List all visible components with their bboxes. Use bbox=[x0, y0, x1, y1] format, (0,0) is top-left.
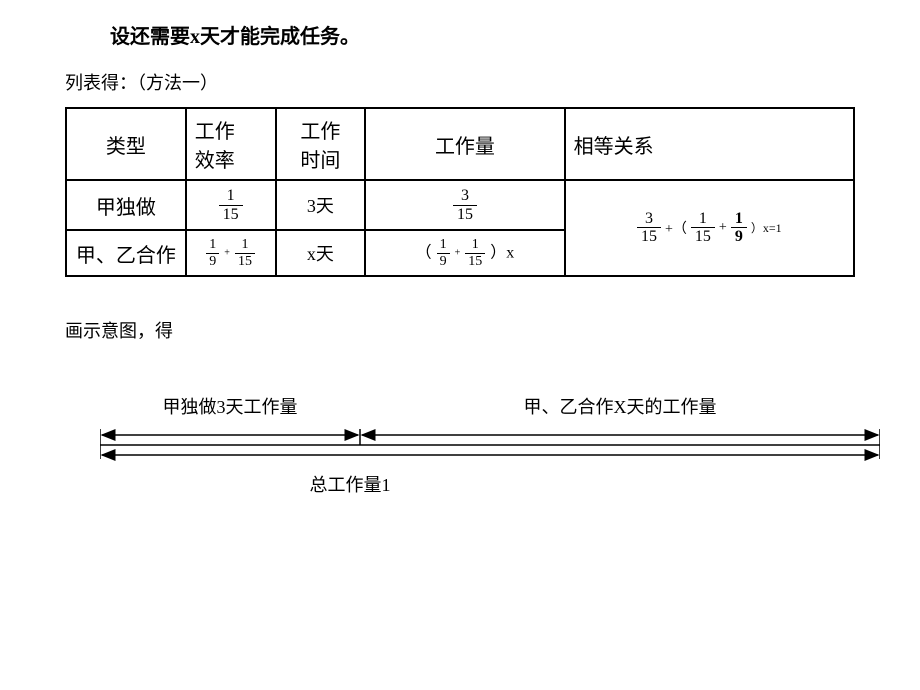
page-title: 设还需要x天才能完成任务。 bbox=[110, 20, 860, 49]
row2-work: （ 19 + 115 ）x bbox=[365, 230, 564, 276]
row1-work: 315 bbox=[365, 180, 564, 230]
header-efficiency: 工作 效率 bbox=[186, 108, 276, 180]
row1-type: 甲独做 bbox=[66, 180, 186, 230]
table-row: 甲独做 115 3天 315 315 +（ 115 + 19 ）x=1 bbox=[66, 180, 854, 230]
row1-time: 3天 bbox=[276, 180, 366, 230]
row2-type: 甲、乙合作 bbox=[66, 230, 186, 276]
diagram-label-b: 甲、乙合作X天的工作量 bbox=[360, 393, 880, 419]
header-relation: 相等关系 bbox=[565, 108, 854, 180]
relation-cell: 315 +（ 115 + 19 ）x=1 bbox=[565, 180, 854, 276]
schematic-diagram: 甲独做3天工作量 甲、乙合作X天的工作量 总工作量1 bbox=[100, 393, 880, 497]
header-type: 类型 bbox=[66, 108, 186, 180]
diagram-arrows bbox=[100, 427, 880, 467]
row2-efficiency: 19 + 115 bbox=[186, 230, 276, 276]
row2-time: x天 bbox=[276, 230, 366, 276]
diagram-heading: 画示意图，得 bbox=[65, 317, 860, 343]
header-work: 工作量 bbox=[365, 108, 564, 180]
row1-efficiency: 115 bbox=[186, 180, 276, 230]
diagram-label-total: 总工作量1 bbox=[100, 471, 880, 497]
header-time: 工作 时间 bbox=[276, 108, 366, 180]
table-header-row: 类型 工作 效率 工作 时间 工作量 相等关系 bbox=[66, 108, 854, 180]
diagram-label-a: 甲独做3天工作量 bbox=[100, 393, 360, 419]
method-subtitle: 列表得：（方法一） bbox=[65, 69, 860, 95]
work-table: 类型 工作 效率 工作 时间 工作量 相等关系 甲独做 115 3天 315 3… bbox=[65, 107, 855, 277]
